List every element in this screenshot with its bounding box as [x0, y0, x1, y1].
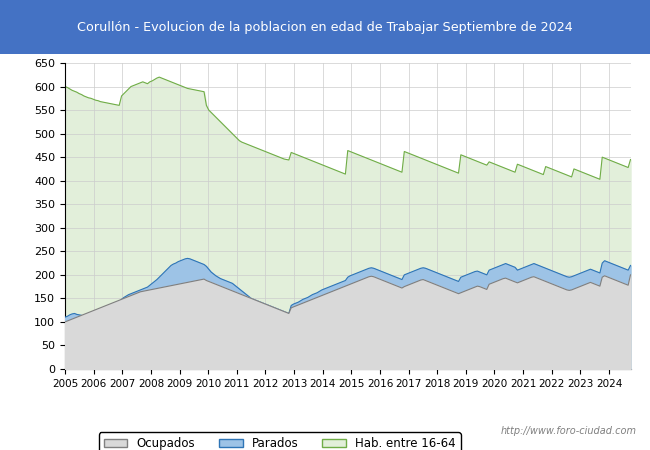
Text: Corullón - Evolucion de la poblacion en edad de Trabajar Septiembre de 2024: Corullón - Evolucion de la poblacion en … [77, 21, 573, 33]
Text: http://www.foro-ciudad.com: http://www.foro-ciudad.com [501, 427, 637, 436]
Legend: Ocupados, Parados, Hab. entre 16-64: Ocupados, Parados, Hab. entre 16-64 [99, 432, 461, 450]
